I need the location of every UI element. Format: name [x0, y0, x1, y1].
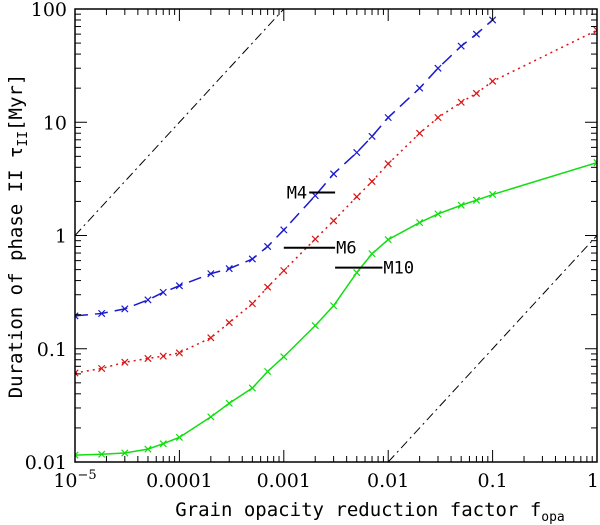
data-point-red-dotted — [121, 358, 129, 366]
data-point-green-solid — [207, 413, 215, 421]
data-point-green-solid — [225, 399, 233, 407]
data-point-blue-dashed — [98, 309, 106, 318]
data-point-green-solid — [384, 235, 392, 244]
upper-dash-dot-line — [75, 9, 285, 236]
y-tick-label: 0.01 — [25, 452, 67, 474]
data-point-green-solid — [434, 210, 442, 218]
annotation-label: M6 — [336, 239, 356, 259]
data-point-green-solid — [311, 322, 319, 330]
data-point-red-dotted — [280, 266, 288, 275]
series-line-red-dotted — [75, 29, 597, 374]
series-green-solid — [75, 159, 597, 459]
series-line-green-solid — [75, 161, 597, 456]
data-point-red-dotted — [488, 77, 497, 85]
data-point-blue-dashed — [207, 270, 215, 278]
data-point-green-solid — [248, 384, 256, 392]
data-point-green-solid — [144, 445, 152, 453]
data-point-blue-dashed — [248, 255, 256, 263]
x-tick-label: 0.0001 — [146, 470, 212, 492]
data-point-blue-dashed — [225, 264, 233, 273]
data-point-red-dotted — [384, 160, 392, 168]
annotations: M4 M6 M10 — [283, 183, 414, 279]
annotation-m10: M10 — [335, 259, 414, 279]
data-point-red-dotted — [225, 319, 233, 327]
data-point-green-solid — [416, 218, 424, 227]
data-point-green-solid — [175, 433, 184, 441]
data-point-red-dotted — [159, 352, 167, 360]
data-series — [75, 16, 597, 459]
data-point-green-solid — [264, 367, 272, 376]
annotation-label: M10 — [383, 259, 414, 279]
data-point-green-solid — [98, 450, 106, 458]
data-point-blue-dashed — [121, 305, 129, 313]
data-point-blue-dashed — [472, 30, 481, 38]
data-point-red-dotted — [248, 300, 256, 308]
x-tick-label: 1 — [587, 470, 599, 492]
data-point-blue-dashed — [144, 296, 152, 304]
x-axis-label: Grain opacity reduction factor fopa — [175, 499, 565, 525]
reference-lines — [75, 9, 597, 462]
x-tick-label: 0.001 — [257, 470, 311, 492]
y-axis-label: Duration of phase II τII[Myr] — [5, 74, 31, 399]
x-tick-label: 10−5 — [53, 468, 96, 492]
data-point-blue-dashed — [434, 64, 442, 72]
data-point-green-solid — [329, 302, 338, 310]
data-point-green-solid — [593, 159, 597, 167]
annotation-m4: M4 — [287, 183, 336, 203]
data-point-red-dotted — [472, 89, 481, 97]
x-tick-label: 0.01 — [367, 470, 409, 492]
data-point-red-dotted — [353, 193, 361, 201]
data-point-red-dotted — [329, 217, 338, 225]
annotation-m6: M6 — [283, 239, 357, 259]
y-tick-label: 0.1 — [37, 339, 67, 361]
lower-dash-dot-line — [387, 235, 597, 462]
data-point-red-dotted — [593, 26, 597, 34]
y-tick-label: 100 — [31, 0, 67, 21]
data-point-green-solid — [488, 190, 497, 199]
plot-frame — [74, 8, 598, 463]
series-blue-dashed — [75, 16, 497, 320]
data-point-blue-dashed — [75, 312, 79, 320]
series-red-dotted — [75, 26, 597, 377]
data-point-blue-dashed — [457, 42, 465, 50]
x-tick-label: 0.1 — [477, 470, 507, 492]
data-point-green-solid — [457, 201, 465, 209]
data-point-blue-dashed — [159, 288, 167, 296]
data-point-red-dotted — [98, 364, 106, 373]
data-point-green-solid — [472, 196, 481, 204]
data-point-red-dotted — [264, 283, 272, 291]
data-point-blue-dashed — [311, 191, 319, 200]
data-point-green-solid — [353, 269, 361, 277]
data-point-green-solid — [159, 440, 167, 448]
data-point-red-dotted — [75, 369, 79, 377]
data-point-green-solid — [121, 449, 129, 457]
data-point-red-dotted — [416, 129, 424, 137]
data-point-red-dotted — [175, 349, 184, 357]
data-point-blue-dashed — [264, 242, 272, 251]
data-point-blue-dashed — [175, 282, 184, 290]
y-tick-label: 10 — [43, 112, 67, 134]
data-point-blue-dashed — [384, 113, 392, 122]
data-point-blue-dashed — [368, 132, 376, 141]
data-point-blue-dashed — [329, 170, 338, 178]
data-point-blue-dashed — [416, 84, 424, 92]
data-point-red-dotted — [144, 354, 152, 363]
data-point-blue-dashed — [353, 148, 361, 157]
data-point-blue-dashed — [280, 226, 288, 234]
data-point-red-dotted — [368, 177, 376, 186]
data-point-green-solid — [368, 250, 376, 258]
data-point-red-dotted — [207, 334, 215, 342]
data-point-red-dotted — [457, 98, 465, 106]
axis-ticks — [74, 8, 598, 463]
data-point-red-dotted — [311, 235, 319, 243]
data-point-red-dotted — [434, 113, 442, 122]
data-point-green-solid — [280, 353, 288, 361]
annotation-label: M4 — [287, 183, 307, 203]
tick-labels: 10−5 0.0001 0.001 0.01 0.1 1 0.01 0.1 1 10 100 — [25, 0, 599, 492]
y-tick-label: 1 — [55, 226, 67, 248]
data-point-green-solid — [75, 451, 79, 459]
